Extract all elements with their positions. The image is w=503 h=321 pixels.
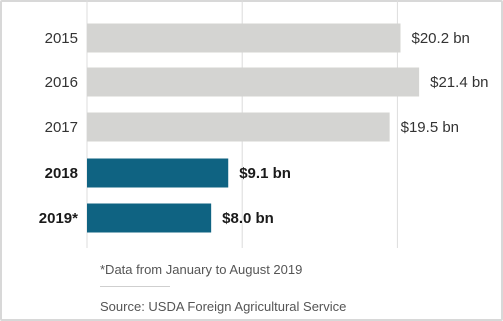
bar-2015 <box>87 23 401 53</box>
value-label: $9.1 bn <box>239 165 291 182</box>
footnote: *Data from January to August 2019 <box>100 262 303 277</box>
note-divider <box>100 286 170 287</box>
category-label: 2015 <box>45 30 78 47</box>
category-label: 2017 <box>45 119 78 136</box>
category-label: 2018 <box>45 165 78 182</box>
value-label: $20.2 bn <box>412 30 470 47</box>
bar-2019 <box>87 203 212 233</box>
bar-layer <box>87 23 420 233</box>
source-note: Source: USDA Foreign Agricultural Servic… <box>100 299 347 314</box>
bar-2018 <box>87 158 229 188</box>
bar-2017 <box>87 112 390 142</box>
value-label: $8.0 bn <box>222 210 274 227</box>
category-label: 2019* <box>39 210 78 227</box>
value-label: $19.5 bn <box>401 119 459 136</box>
label-layer: 2015 $20.2 bn 2016 $21.4 bn 2017 $19.5 bn 2018… <box>39 30 489 227</box>
value-label: $21.4 bn <box>430 74 488 91</box>
bar-2016 <box>87 67 420 97</box>
category-label: 2016 <box>45 74 78 91</box>
